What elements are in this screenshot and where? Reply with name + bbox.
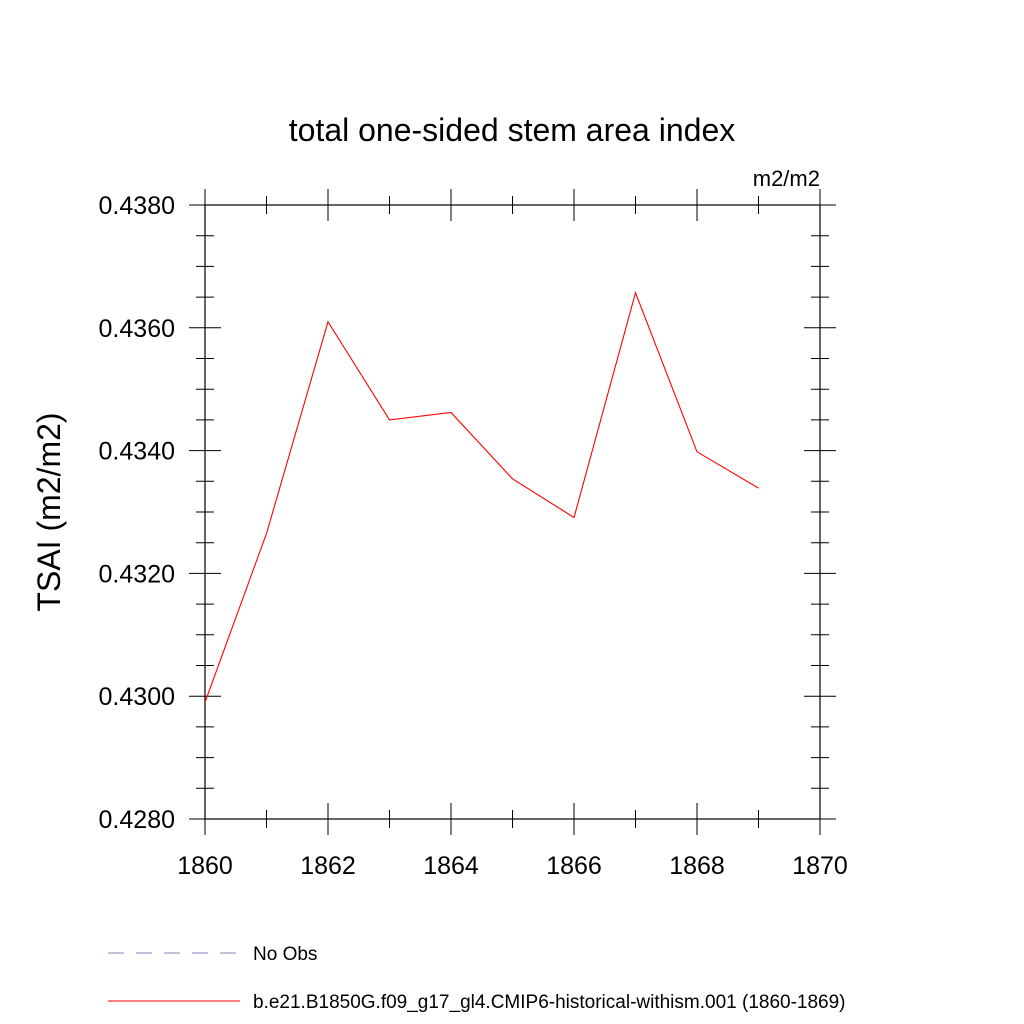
x-tick-label: 1870 bbox=[792, 852, 848, 880]
y-tick-label: 0.4360 bbox=[99, 315, 175, 343]
x-tick-label: 1868 bbox=[669, 852, 725, 880]
y-tick-label: 0.4320 bbox=[99, 560, 175, 588]
legend: No Obs b.e21.B1850G.f09_g17_gl4.CMIP6-his… bbox=[108, 944, 846, 1013]
units-label: m2/m2 bbox=[753, 166, 820, 191]
y-tick-label: 0.4340 bbox=[99, 438, 175, 466]
y-tick-label: 0.4380 bbox=[99, 192, 175, 220]
y-tick-label: 0.4300 bbox=[99, 683, 175, 711]
legend-label: No Obs bbox=[253, 944, 317, 965]
y-tick-label: 0.4280 bbox=[99, 806, 175, 834]
axis-ticks bbox=[189, 189, 836, 835]
x-tick-label: 1860 bbox=[177, 852, 233, 880]
x-tick-label: 1866 bbox=[546, 852, 602, 880]
series-line bbox=[204, 291, 759, 703]
y-axis-label: TSAI (m2/m2) bbox=[31, 412, 67, 611]
chart-title: total one-sided stem area index bbox=[289, 112, 735, 148]
tick-labels: 1860 1862 1864 1866 1868 1870 0.4280 0.4300 0.43… bbox=[99, 192, 848, 880]
series-group bbox=[204, 291, 759, 703]
x-tick-label: 1864 bbox=[423, 852, 479, 880]
x-tick-label: 1862 bbox=[300, 852, 356, 880]
plot-frame bbox=[204, 204, 821, 820]
legend-label: b.e21.B1850G.f09_g17_gl4.CMIP6-historica… bbox=[253, 992, 846, 1013]
